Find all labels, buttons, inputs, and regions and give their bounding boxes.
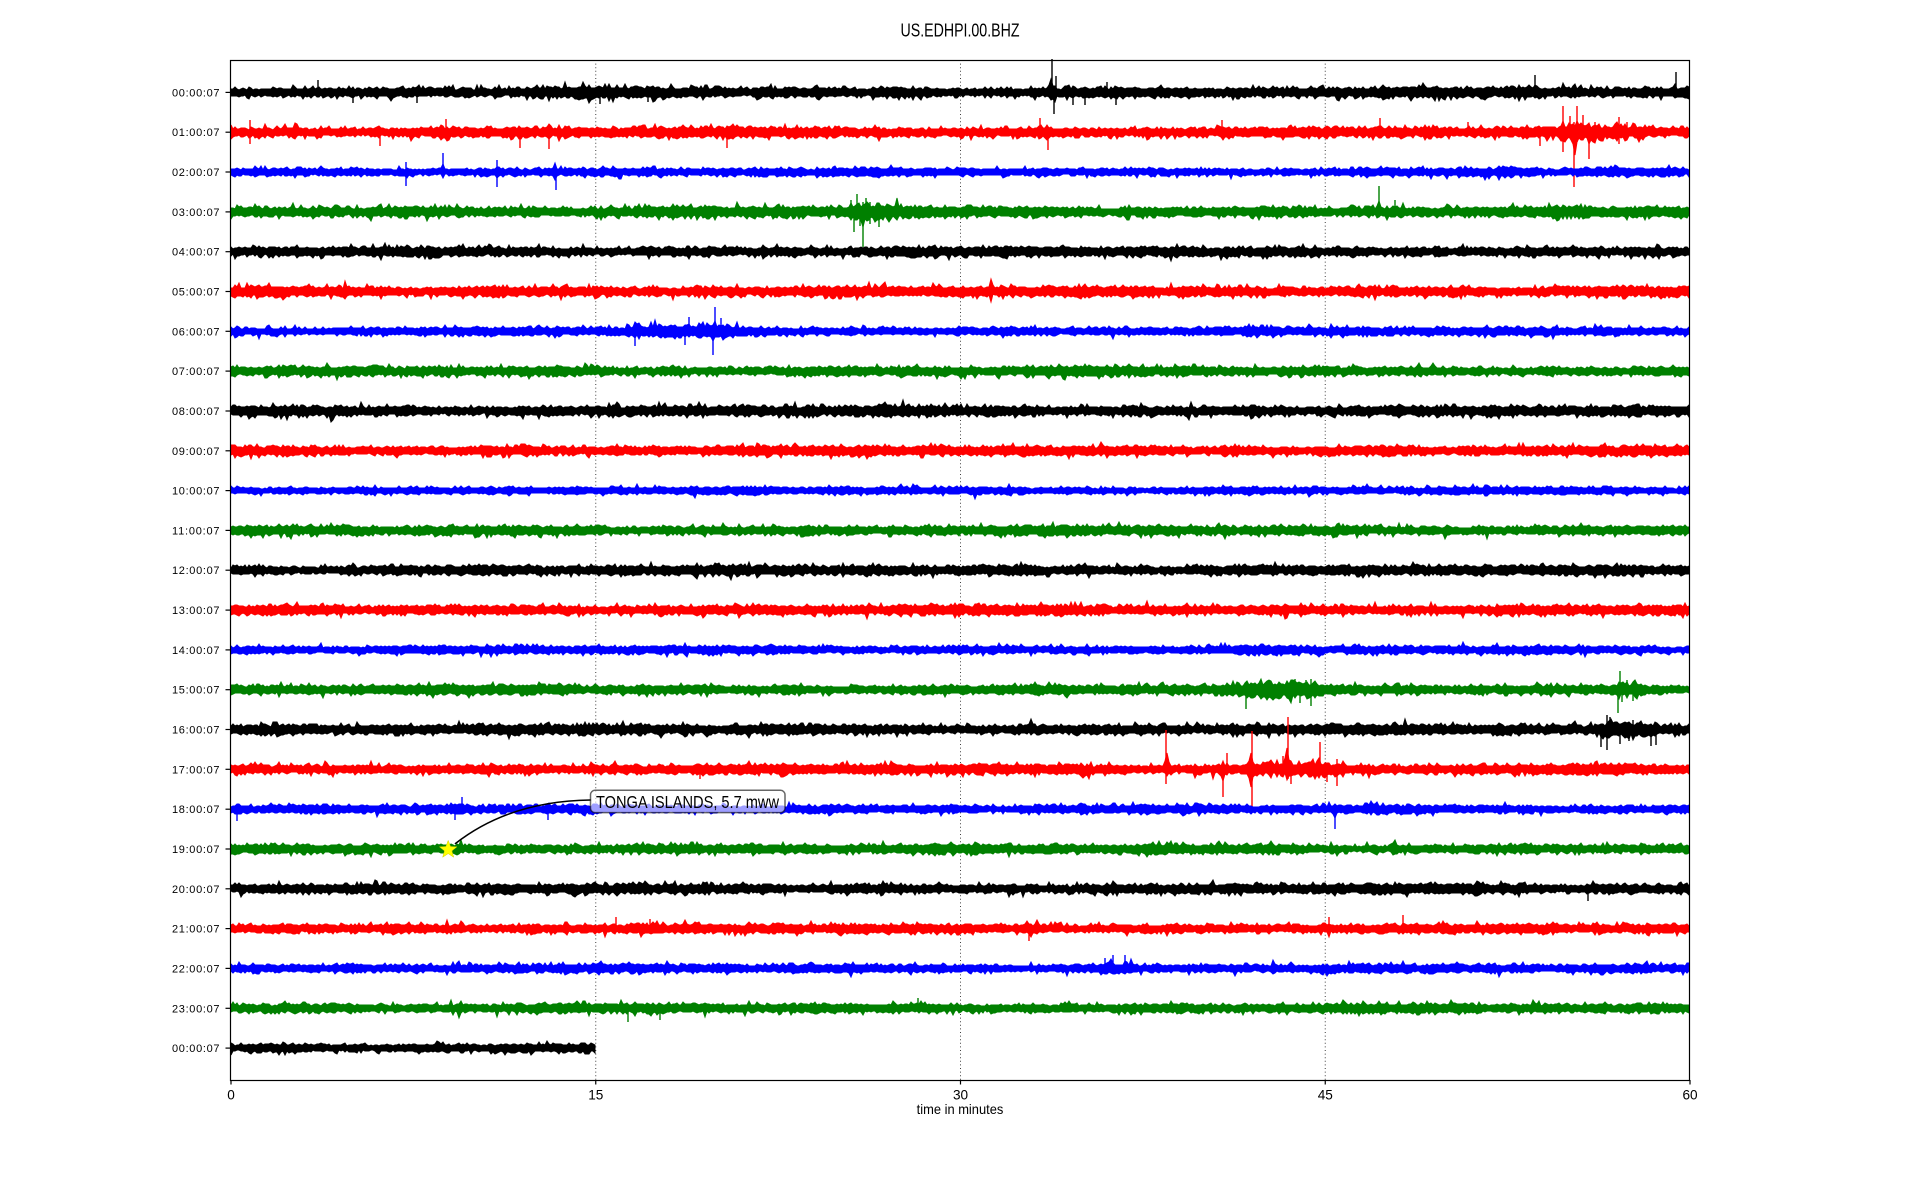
svg-text:15: 15 [588, 1088, 603, 1103]
svg-text:19:00:07: 19:00:07 [172, 844, 220, 856]
svg-text:23:00:07: 23:00:07 [172, 1003, 220, 1015]
svg-text:time in minutes: time in minutes [917, 1101, 1004, 1117]
svg-text:15:00:07: 15:00:07 [172, 685, 220, 697]
svg-text:08:00:07: 08:00:07 [172, 406, 220, 418]
svg-text:22:00:07: 22:00:07 [172, 963, 220, 975]
svg-text:02:00:07: 02:00:07 [172, 167, 220, 179]
svg-text:00:00:07: 00:00:07 [172, 1043, 220, 1055]
svg-text:45: 45 [1318, 1088, 1333, 1103]
svg-text:60: 60 [1682, 1088, 1698, 1103]
svg-text:06:00:07: 06:00:07 [172, 326, 220, 338]
svg-text:TONGA ISLANDS, 5.7 mww: TONGA ISLANDS, 5.7 mww [596, 792, 779, 812]
svg-text:18:00:07: 18:00:07 [172, 804, 220, 816]
svg-text:14:00:07: 14:00:07 [172, 645, 220, 657]
svg-text:US.EDHPI.00.BHZ: US.EDHPI.00.BHZ [901, 20, 1020, 41]
svg-text:03:00:07: 03:00:07 [172, 207, 220, 219]
svg-text:16:00:07: 16:00:07 [172, 725, 220, 737]
svg-text:07:00:07: 07:00:07 [172, 366, 220, 378]
svg-text:05:00:07: 05:00:07 [172, 287, 220, 299]
svg-text:13:00:07: 13:00:07 [172, 605, 220, 617]
svg-text:12:00:07: 12:00:07 [172, 565, 220, 577]
svg-text:10:00:07: 10:00:07 [172, 486, 220, 498]
svg-text:30: 30 [953, 1088, 969, 1103]
svg-text:11:00:07: 11:00:07 [172, 525, 220, 537]
svg-text:01:00:07: 01:00:07 [172, 127, 220, 139]
svg-text:0: 0 [227, 1088, 235, 1103]
svg-text:09:00:07: 09:00:07 [172, 446, 220, 458]
svg-text:17:00:07: 17:00:07 [172, 764, 220, 776]
svg-text:20:00:07: 20:00:07 [172, 884, 220, 896]
svg-text:00:00:07: 00:00:07 [172, 87, 220, 99]
svg-text:04:00:07: 04:00:07 [172, 247, 220, 259]
svg-text:21:00:07: 21:00:07 [172, 924, 220, 936]
